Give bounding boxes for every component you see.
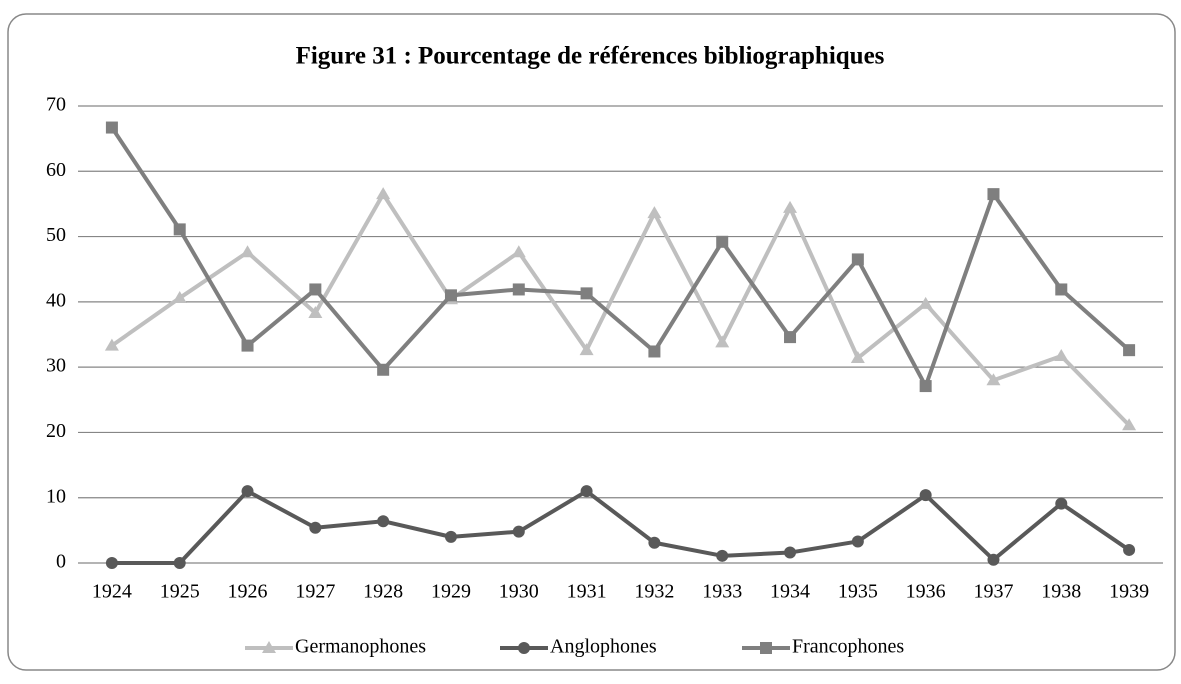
series-line [110,126,1131,389]
marker [444,289,457,302]
marker [1055,283,1068,296]
marker [716,549,729,562]
marker [512,283,525,296]
marker [309,283,322,296]
marker [919,380,932,393]
marker [105,557,118,569]
y-tick-label: 40 [46,289,66,311]
series-line [111,489,1131,565]
x-tick-label: 1938 [1041,581,1081,603]
marker [1123,344,1136,357]
marker [512,525,525,538]
marker [173,223,186,236]
legend-label: Francophones [792,636,904,658]
marker [648,345,661,358]
legend-label: Anglophones [550,636,657,658]
marker [716,235,729,248]
marker [760,642,772,654]
x-tick-label: 1926 [228,581,268,603]
x-tick-label: 1929 [431,581,471,603]
marker [579,343,594,356]
chart-title: Figure 31 : Pourcentage de références bi… [296,43,885,70]
marker [240,245,255,258]
marker [986,373,1001,386]
x-tick-label: 1933 [702,581,742,603]
x-tick-label: 1936 [906,581,946,603]
marker [104,338,119,351]
marker [511,245,526,258]
x-tick-label: 1935 [838,581,878,603]
marker [444,530,457,543]
marker [784,331,797,344]
marker [647,206,662,219]
marker [1055,497,1068,510]
y-tick-label: 60 [46,159,66,181]
marker [987,188,1000,201]
marker [580,485,593,498]
y-tick-label: 0 [56,551,66,573]
y-tick-label: 70 [46,94,66,116]
y-tick-label: 20 [46,420,66,442]
marker [580,287,593,300]
marker [173,557,186,569]
marker [172,290,187,303]
marker [783,200,798,213]
x-tick-label: 1932 [634,581,674,603]
x-tick-label: 1928 [363,581,403,603]
marker [648,536,661,549]
marker [1122,418,1137,431]
legend-label: Germanophones [295,636,426,658]
marker [987,553,1000,566]
x-tick-label: 1927 [295,581,335,603]
marker [262,641,276,653]
x-tick-label: 1934 [770,581,810,603]
marker [377,515,390,528]
x-tick-label: 1939 [1109,581,1149,603]
x-tick-label: 1930 [499,581,539,603]
marker [1123,543,1136,556]
marker [784,546,797,559]
marker [918,296,933,309]
marker [850,351,865,364]
marker [851,535,864,548]
x-tick-label: 1924 [92,581,132,603]
marker [309,521,322,534]
x-tick-label: 1925 [160,581,200,603]
series-line [110,192,1131,427]
y-tick-label: 50 [46,224,66,246]
marker [1054,349,1069,362]
marker [241,339,254,352]
marker [105,121,118,134]
x-tick-label: 1931 [567,581,607,603]
x-tick-label: 1937 [973,581,1013,603]
marker [518,642,530,654]
y-tick-label: 10 [46,485,66,507]
y-tick-label: 30 [46,355,66,377]
marker [241,485,254,498]
marker [308,305,323,318]
marker [376,187,391,200]
marker [715,335,730,348]
marker [919,489,932,502]
marker [851,253,864,266]
marker [377,363,390,376]
